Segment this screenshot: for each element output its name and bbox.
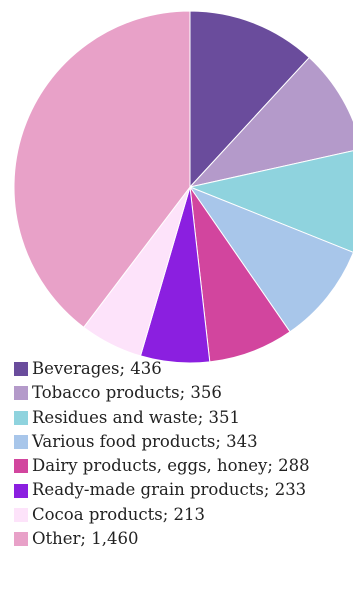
legend-label: Ready-made grain products; 233 — [32, 480, 307, 500]
legend-label: Various food products; 343 — [32, 431, 258, 451]
pie-slice-various-food-products — [188, 185, 353, 333]
pie-slice-beverages — [189, 10, 310, 189]
legend-label: Cocoa products; 213 — [32, 504, 206, 524]
legend-item: Other; 1,460 — [14, 527, 310, 551]
legend-swatch — [14, 386, 28, 401]
legend-item: Cocoa products; 213 — [14, 503, 310, 527]
legend: Beverages; 436 Tobacco products; 356 Resid… — [14, 357, 310, 551]
legend-swatch — [14, 410, 28, 425]
legend-label: Residues and waste; 351 — [32, 407, 240, 427]
legend-swatch — [14, 459, 28, 474]
legend-item: Ready-made grain products; 233 — [14, 478, 310, 502]
legend-label: Dairy products, eggs, honey; 288 — [32, 456, 310, 476]
legend-item: Beverages; 436 — [14, 357, 310, 381]
pie-slice-tobacco-products — [188, 56, 353, 188]
legend-item: Various food products; 343 — [14, 430, 310, 454]
pie-slice-other — [13, 10, 191, 328]
legend-item: Dairy products, eggs, honey; 288 — [14, 454, 310, 478]
legend-label: Beverages; 436 — [32, 359, 162, 378]
legend-swatch — [14, 362, 28, 377]
legend-label: Other; 1,460 — [32, 529, 139, 549]
legend-label: Tobacco products; 356 — [32, 383, 222, 403]
legend-swatch — [14, 483, 28, 498]
legend-item: Residues and waste; 351 — [14, 406, 310, 430]
legend-item: Tobacco products; 356 — [14, 381, 310, 405]
legend-swatch — [14, 532, 28, 547]
legend-swatch — [14, 435, 28, 450]
legend-swatch — [14, 507, 28, 522]
pie-slice-residues-and-waste — [188, 150, 353, 253]
